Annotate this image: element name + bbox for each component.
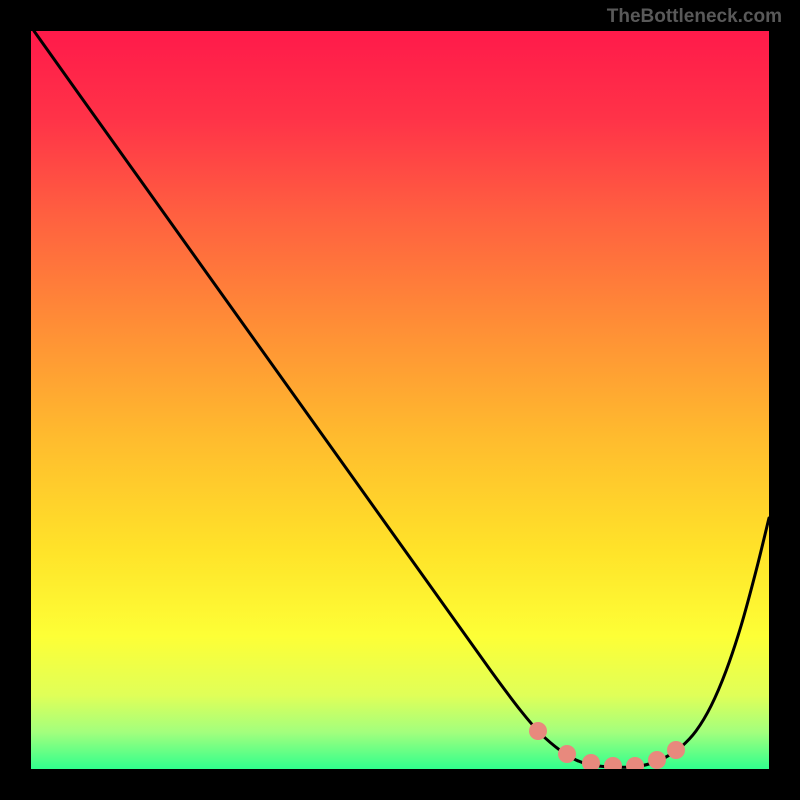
marker-point — [582, 754, 600, 769]
curve-layer — [31, 31, 769, 769]
marker-point — [558, 745, 576, 763]
marker-point — [667, 741, 685, 759]
marker-point — [626, 757, 644, 769]
marker-point — [648, 751, 666, 769]
marker-point — [529, 722, 547, 740]
bottleneck-curve — [34, 31, 769, 767]
attribution-text: TheBottleneck.com — [607, 6, 782, 28]
marker-point — [604, 757, 622, 769]
plot-area — [31, 31, 769, 769]
